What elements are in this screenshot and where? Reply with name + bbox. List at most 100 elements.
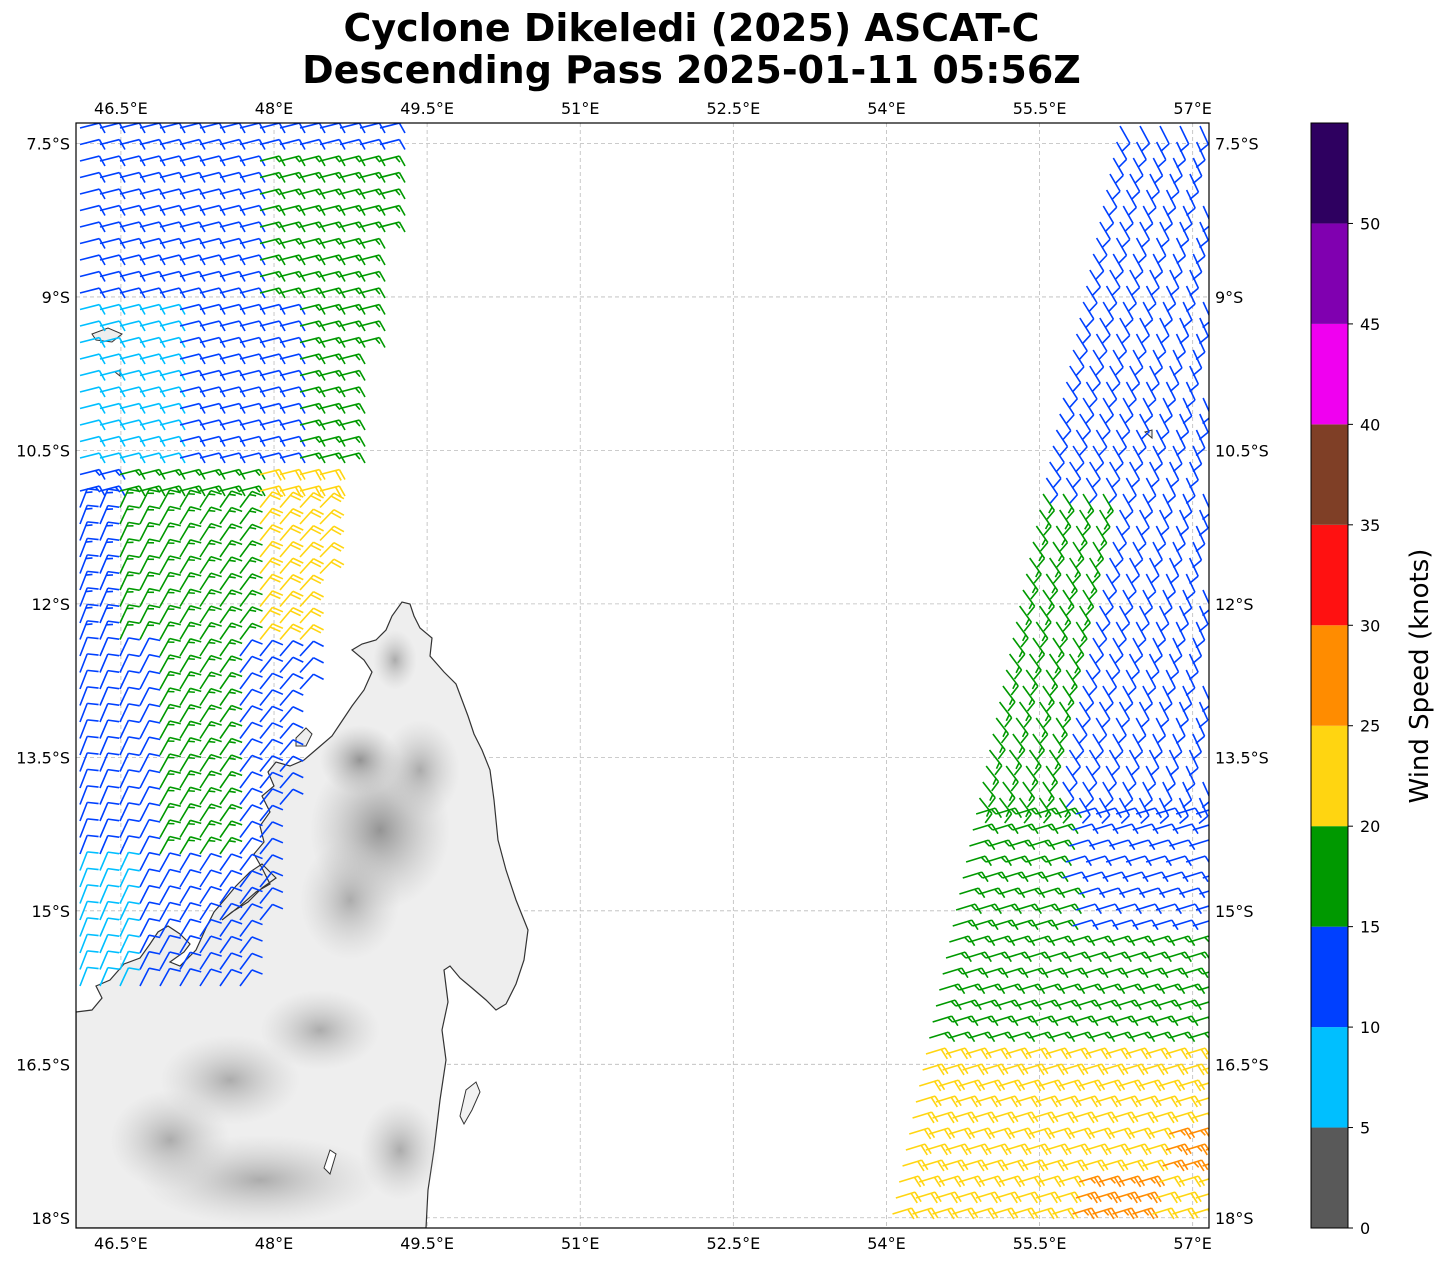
wind-barb [199,935,222,954]
wind-barb [1168,653,1180,681]
wind-barb [219,968,243,987]
wind-barb [199,522,222,541]
wind-barb [319,468,346,481]
wind-barb [119,967,140,987]
wind-barb [1062,397,1075,424]
wind-barb [239,754,263,772]
wind-barb [199,671,222,690]
longitude-labels-top: 46.5°E 48°E 49.5°E 51°E 52.5°E 54°E 55.5°E 57°E [94,99,1212,118]
wind-barb [179,671,202,690]
wind-barb [1118,797,1131,824]
wind-barb [1015,621,1029,648]
wind-barb [219,638,243,657]
lat-label-right: 13.5°S [1215,748,1269,767]
wind-barb [259,573,284,591]
wind-barb [1112,253,1124,280]
chart-title-line-2: Descending Pass 2025-01-11 05:56Z [302,48,1081,92]
wind-barb [1045,765,1059,792]
wind-barb [1092,541,1105,568]
wind-barb [199,819,222,838]
wind-barb [1195,237,1206,265]
wind-barb [279,574,304,591]
lat-label-left: 16.5°S [16,1055,70,1074]
wind-barb [159,670,181,690]
wind-barb [219,787,243,805]
wind-barb [179,770,202,789]
wind-barb [79,801,99,822]
wind-barb [199,704,222,723]
wind-barb [159,703,181,723]
wind-barb [99,521,120,541]
wind-barb [1132,637,1144,665]
wind-barb [1198,701,1209,729]
wind-barb [1099,221,1111,248]
lake-alaotra [323,1149,337,1175]
wind-barb [1119,509,1131,536]
colorbar-tick-label: 50 [1360,214,1380,233]
wind-barb [179,720,202,739]
wind-barb [1088,653,1101,680]
wind-barb [1189,365,1200,393]
wind-barb [359,254,386,266]
wind-barb [139,901,161,921]
wind-barb [179,819,202,838]
wind-barb [1135,1191,1162,1204]
wind-barb [1175,141,1187,169]
wind-barb [199,902,222,921]
wind-barb [119,901,140,921]
wind-barb [1169,365,1180,393]
wind-barb [199,918,222,937]
wind-barb [1052,445,1065,472]
wind-barb [99,702,120,723]
wind-barb [219,490,243,508]
wind-barb [139,769,161,789]
wind-barb [1128,749,1140,777]
wind-barb [1085,477,1098,504]
wind-barb [1028,653,1042,680]
wind-barb [1132,157,1144,185]
wind-barb [159,588,181,607]
wind-barb [1145,669,1157,697]
wind-barb [1178,797,1189,825]
wind-barb [79,537,99,558]
wind-barb [1038,797,1052,824]
wind-barb [1192,637,1203,665]
wind-barb [1039,509,1052,536]
wind-barb [179,489,202,508]
colorbar-tick-label: 0 [1360,1219,1370,1238]
wind-barb [79,504,99,525]
wind-barb [239,738,263,756]
wind-barb [1155,141,1167,169]
wind-barb [1122,301,1134,329]
wind-barb [1185,765,1196,793]
wind-barb [1142,781,1153,809]
wind-barb [1165,477,1177,505]
wind-barb [179,753,202,772]
wind-barb [1135,621,1147,649]
wind-barb [239,721,263,739]
wind-barb [139,703,161,723]
wind-barb [199,555,222,574]
colorbar-bin-1 [1311,1027,1348,1128]
wind-barb [1125,573,1137,601]
wind-barb [339,419,366,431]
wind-barb [99,620,120,640]
wind-barb [1098,605,1111,632]
wind-barb [239,589,263,607]
wind-barb [1095,525,1108,552]
wind-barb [339,402,366,414]
wind-barb [119,571,140,591]
wind-barb [1155,717,1167,745]
wind-barb [139,571,161,591]
wind-barb [1159,413,1170,441]
wind-barb [1145,285,1157,313]
wind-barb [79,603,99,624]
wind-barb [1139,317,1151,345]
wind-barb [1159,125,1170,153]
wind-barb [1139,509,1150,537]
wind-barb [1065,477,1078,504]
wind-barb [199,605,222,624]
wind-barb [1148,557,1160,585]
wind-barb [279,689,304,707]
wind-barb [1105,189,1118,216]
